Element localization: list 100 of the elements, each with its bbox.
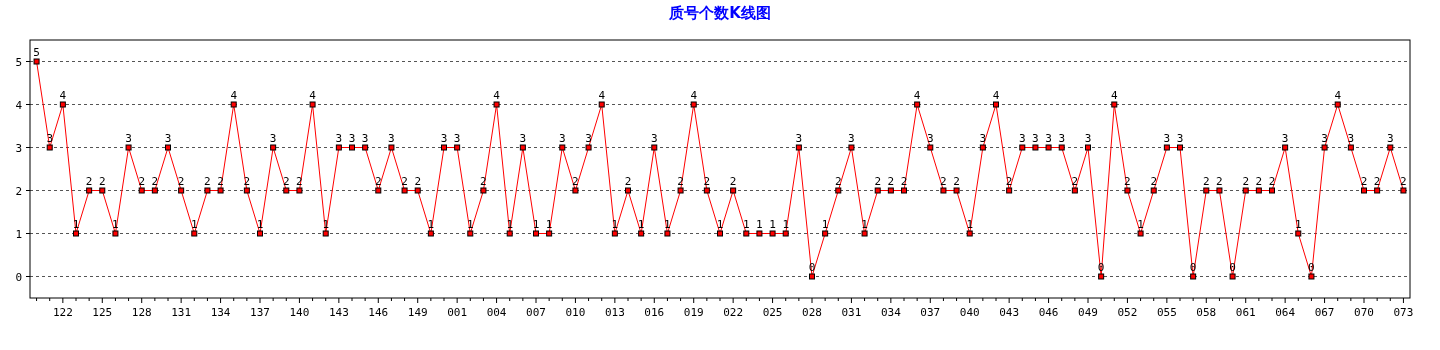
x-tick-label: 149 bbox=[407, 306, 428, 319]
data-label: 4 bbox=[598, 88, 606, 102]
data-label: 0 bbox=[808, 260, 816, 274]
data-label: 2 bbox=[243, 174, 251, 188]
data-label: 3 bbox=[650, 131, 658, 145]
data-label: 3 bbox=[1176, 131, 1184, 145]
data-label: 0 bbox=[1229, 260, 1236, 274]
data-label: 2 bbox=[217, 174, 224, 188]
data-label: 1 bbox=[545, 217, 553, 231]
data-label: 2 bbox=[834, 174, 842, 188]
x-tick-label: 128 bbox=[131, 306, 152, 319]
data-label: 3 bbox=[1321, 131, 1328, 145]
data-label: 3 bbox=[1018, 131, 1026, 145]
x-tick-label: 031 bbox=[841, 306, 862, 319]
data-label: 2 bbox=[1255, 174, 1263, 188]
data-label: 2 bbox=[374, 174, 382, 188]
data-label: 1 bbox=[256, 217, 264, 231]
data-label: 1 bbox=[72, 217, 80, 231]
y-tick-label: 1 bbox=[15, 227, 22, 241]
data-label: 2 bbox=[624, 174, 632, 188]
data-label: 2 bbox=[729, 174, 737, 188]
y-tick-label: 4 bbox=[15, 98, 23, 112]
data-label: 4 bbox=[1110, 88, 1118, 102]
x-tick-label: 007 bbox=[526, 306, 546, 319]
data-label: 2 bbox=[414, 174, 422, 188]
data-label: 1 bbox=[716, 217, 724, 231]
data-label: 2 bbox=[204, 174, 211, 188]
data-label: 4 bbox=[1334, 88, 1342, 102]
x-tick-label: 046 bbox=[1038, 306, 1059, 319]
x-tick-label: 025 bbox=[762, 306, 783, 319]
data-label: 3 bbox=[558, 131, 566, 145]
data-label: 4 bbox=[913, 88, 921, 102]
data-label: 1 bbox=[637, 217, 645, 231]
data-label: 3 bbox=[795, 131, 803, 145]
data-label: 1 bbox=[756, 217, 763, 231]
data-label: 1 bbox=[1294, 217, 1302, 231]
x-tick-label: 013 bbox=[604, 306, 625, 319]
data-label: 2 bbox=[572, 174, 579, 188]
data-label: 2 bbox=[703, 174, 711, 188]
data-label: 3 bbox=[979, 131, 987, 145]
x-tick-label: 001 bbox=[447, 306, 468, 319]
x-tick-label: 040 bbox=[959, 306, 980, 319]
data-label: 1 bbox=[821, 217, 829, 231]
data-label: 2 bbox=[85, 174, 93, 188]
data-label: 2 bbox=[953, 174, 960, 188]
data-label: 3 bbox=[1058, 131, 1066, 145]
data-label: 3 bbox=[1032, 131, 1039, 145]
data-label: 4 bbox=[690, 88, 698, 102]
x-tick-label: 140 bbox=[289, 306, 310, 319]
chart-title: 质号个数K线图 bbox=[668, 4, 771, 22]
data-label: 3 bbox=[519, 131, 527, 145]
data-label: 2 bbox=[677, 174, 684, 188]
x-tick-label: 019 bbox=[683, 306, 704, 319]
x-tick-label: 004 bbox=[486, 306, 507, 319]
data-label: 3 bbox=[848, 131, 855, 145]
data-label: 1 bbox=[427, 217, 435, 231]
x-tick-label: 064 bbox=[1275, 306, 1296, 319]
x-tick-label: 043 bbox=[999, 306, 1020, 319]
data-label: 3 bbox=[164, 131, 172, 145]
data-label: 2 bbox=[1268, 174, 1276, 188]
x-tick-label: 022 bbox=[723, 306, 744, 319]
x-tick-label: 028 bbox=[802, 306, 822, 319]
data-label: 1 bbox=[966, 217, 974, 231]
x-tick-label: 131 bbox=[171, 306, 192, 319]
data-label: 4 bbox=[230, 88, 238, 102]
data-label: 2 bbox=[940, 174, 947, 188]
x-tick-label: 010 bbox=[565, 306, 586, 319]
data-label: 3 bbox=[1084, 131, 1092, 145]
data-label: 3 bbox=[388, 131, 395, 145]
data-label: 1 bbox=[322, 217, 330, 231]
data-label: 3 bbox=[453, 131, 461, 145]
data-label: 3 bbox=[348, 131, 356, 145]
data-label: 1 bbox=[112, 217, 119, 231]
x-tick-label: 070 bbox=[1354, 306, 1374, 319]
data-label: 3 bbox=[1347, 131, 1355, 145]
data-label: 1 bbox=[506, 217, 514, 231]
x-tick-label: 037 bbox=[920, 306, 941, 319]
data-label: 2 bbox=[1242, 174, 1250, 188]
data-label: 2 bbox=[1400, 174, 1407, 188]
data-label: 3 bbox=[926, 131, 934, 145]
data-label: 2 bbox=[98, 174, 106, 188]
data-label: 2 bbox=[1071, 174, 1079, 188]
data-label: 0 bbox=[1097, 260, 1105, 274]
data-label: 1 bbox=[466, 217, 474, 231]
data-label: 2 bbox=[151, 174, 159, 188]
data-label: 1 bbox=[611, 217, 619, 231]
data-label: 1 bbox=[769, 217, 776, 231]
x-tick-label: 137 bbox=[250, 306, 270, 319]
data-label: 4 bbox=[493, 88, 501, 102]
data-label: 4 bbox=[309, 88, 317, 102]
data-label: 1 bbox=[742, 217, 750, 231]
data-label: 2 bbox=[401, 174, 408, 188]
data-label: 2 bbox=[1150, 174, 1158, 188]
y-tick-label: 0 bbox=[15, 270, 22, 284]
x-tick-label: 016 bbox=[644, 306, 665, 319]
x-tick-label: 061 bbox=[1235, 306, 1256, 319]
data-label: 2 bbox=[1124, 174, 1131, 188]
x-tick-label: 125 bbox=[92, 306, 113, 319]
data-label: 4 bbox=[59, 88, 67, 102]
data-label: 3 bbox=[46, 131, 54, 145]
